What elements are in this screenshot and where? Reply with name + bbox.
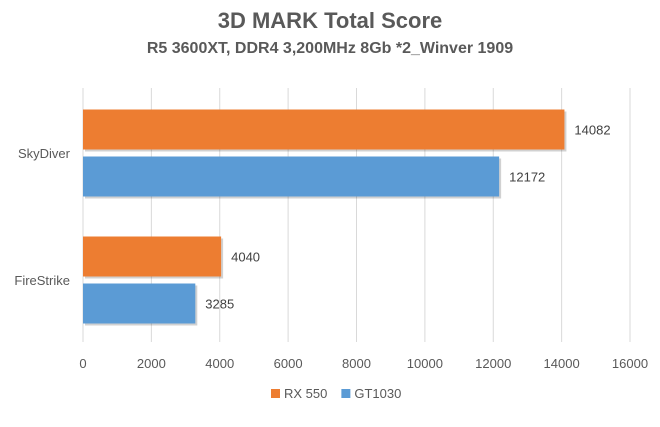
- legend-swatch-0: [271, 389, 280, 398]
- x-tick-label-7: 14000: [544, 356, 580, 371]
- legend-label-0: RX 550: [284, 386, 327, 401]
- chart-title: 3D MARK Total Score: [217, 8, 443, 33]
- x-tick-label-6: 12000: [475, 356, 511, 371]
- x-tick-label-5: 10000: [407, 356, 443, 371]
- x-tick-label-2: 4000: [205, 356, 234, 371]
- x-tick-label-3: 6000: [274, 356, 303, 371]
- bar-0-1: [83, 156, 500, 197]
- x-tick-label-4: 8000: [342, 356, 371, 371]
- bar-1-0: [83, 236, 222, 277]
- chart-subtitle: R5 3600XT, DDR4 3,200MHz 8Gb *2_Winver 1…: [146, 40, 514, 57]
- category-label-0: SkyDiver: [18, 146, 71, 161]
- data-label-1-1: 3285: [205, 297, 234, 312]
- data-label-1-0: 4040: [231, 250, 260, 265]
- bar-0-0: [83, 109, 565, 150]
- data-label-0-1: 12172: [509, 170, 545, 185]
- data-label-0-0: 14082: [574, 123, 610, 138]
- x-tick-label-0: 0: [79, 356, 86, 371]
- legend-swatch-1: [341, 389, 351, 398]
- category-label-1: FireStrike: [14, 273, 70, 288]
- x-tick-label-8: 16000: [612, 356, 648, 371]
- bar-1-1: [83, 283, 196, 324]
- x-tick-label-1: 2000: [137, 356, 166, 371]
- legend-label-1: GT1030: [354, 386, 401, 401]
